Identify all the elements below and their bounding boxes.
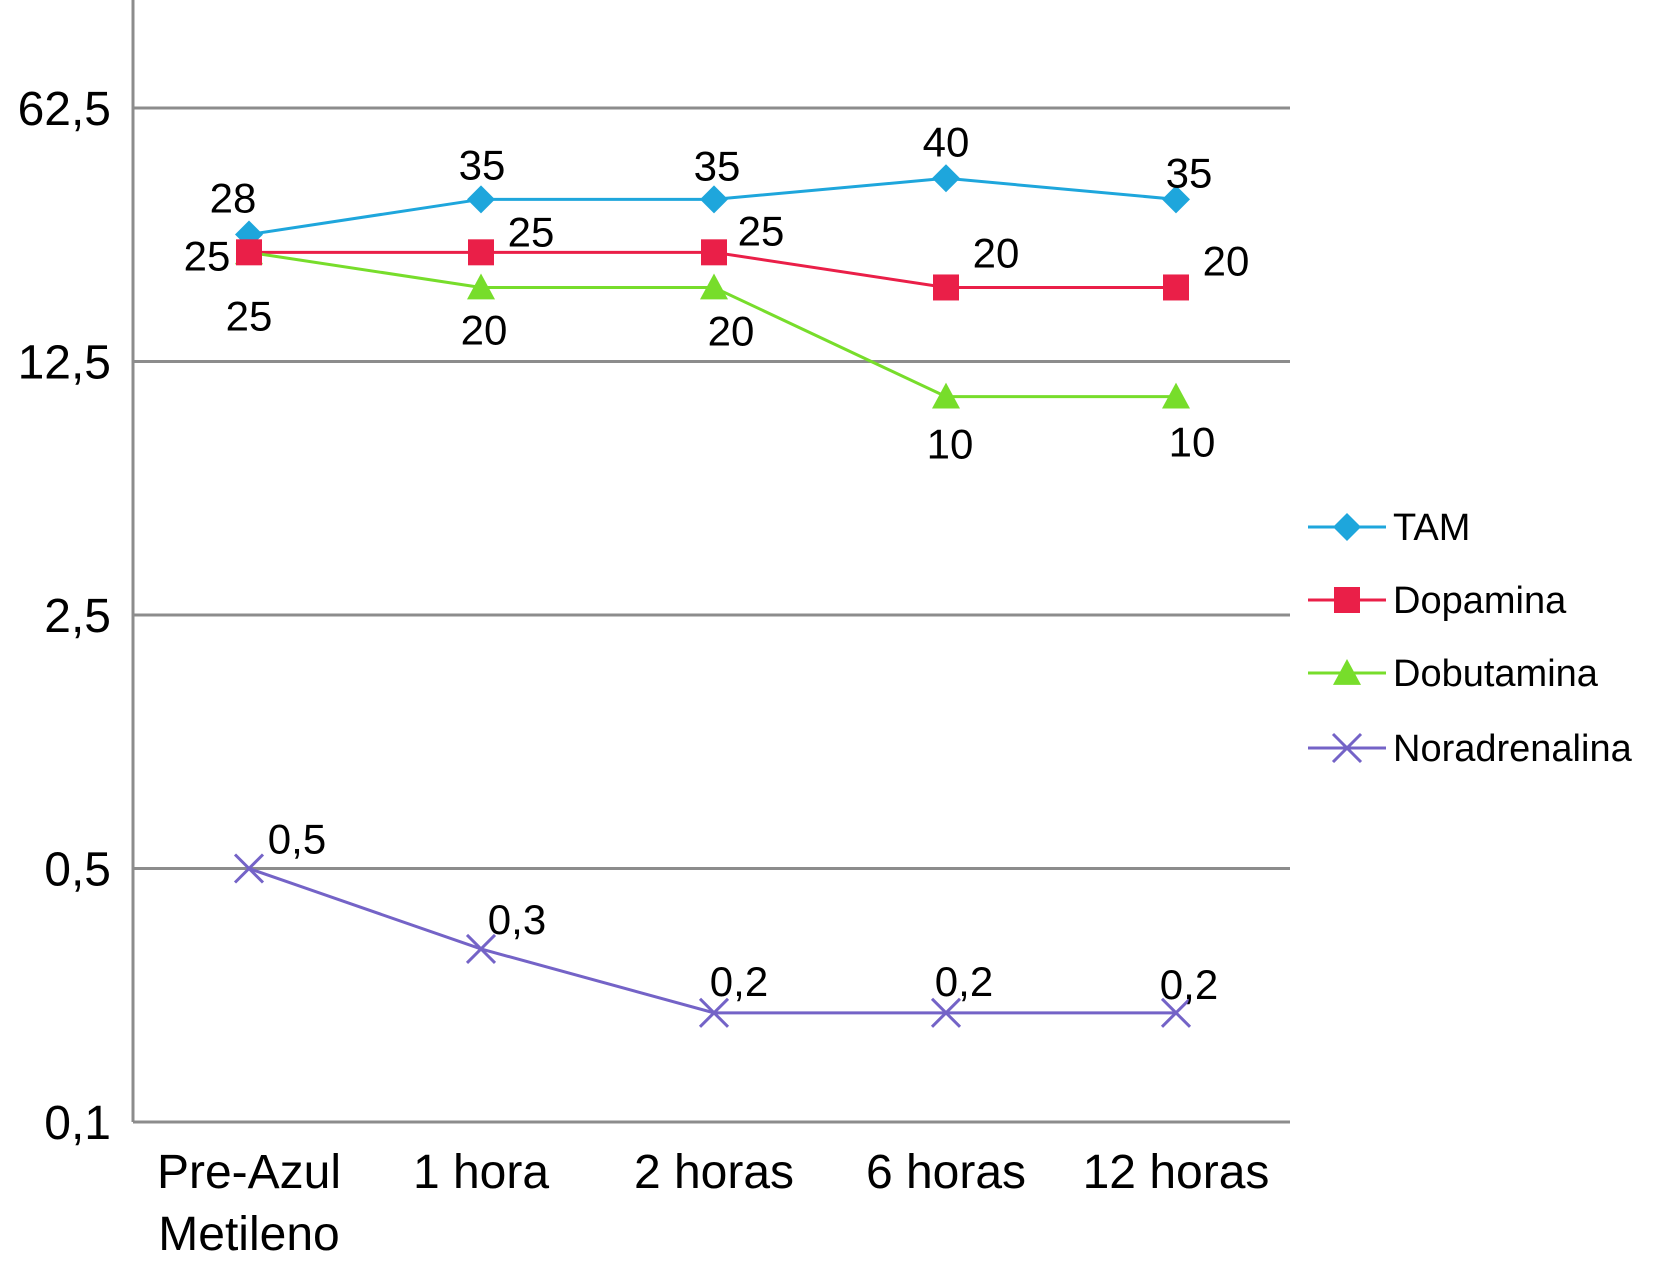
x-tick-labels: Pre-Azul Metileno 1 hora 2 horas 6 horas 12 h… [157,1146,1269,1261]
data-label-dopamina: 25 [508,208,555,255]
y-tick-label: 62,5 [18,83,111,136]
data-label-noradrenalina: 0,2 [1160,961,1218,1008]
x-tick-label: Metileno [158,1208,339,1261]
y-tick-label: 12,5 [18,337,111,390]
data-point-dopamina [701,239,727,266]
data-label-tam: 40 [923,118,970,165]
data-label-dobutamina: 25 [226,292,273,339]
data-label-noradrenalina: 0,5 [268,816,326,863]
axes [131,0,1290,1124]
data-point-dopamina [933,274,959,301]
x-tick-label: 6 horas [866,1146,1026,1199]
data-point-tam [932,164,960,193]
data-point-dopamina [236,239,262,266]
legend-marker-noradrenalina [1331,732,1363,764]
data-label-dobutamina: 10 [1169,419,1216,466]
data-label-noradrenalina: 0,2 [935,958,993,1005]
data-point-dopamina [468,239,494,266]
legend-marker-dobutamina [1333,659,1361,685]
data-label-dopamina: 25 [738,207,785,254]
data-label-dopamina: 20 [1203,237,1250,284]
y-tick-labels: 0,1 0,5 2,5 12,5 62,5 [18,83,111,1150]
legend-item-dopamina: Dopamina [1308,580,1567,622]
legend-label: TAM [1393,507,1470,549]
legend-marker-tam [1333,513,1361,541]
data-point-noradrenalina [1160,997,1192,1028]
legend-label: Dobutamina [1393,653,1599,695]
legend-item-noradrenalina: Noradrenalina [1308,728,1633,770]
data-label-dobutamina: 20 [708,307,755,354]
x-tick-label: 2 horas [634,1146,794,1199]
legend-item-dobutamina: Dobutamina [1308,653,1599,695]
x-tick-label: Pre-Azul [157,1146,341,1199]
data-point-noradrenalina [465,933,497,965]
data-label-noradrenalina: 0,2 [710,958,768,1005]
data-point-noradrenalina [233,853,265,884]
gridlines [133,106,1290,870]
data-point-noradrenalina [698,997,730,1028]
data-label-dobutamina: 20 [461,306,508,353]
x-tick-label: 12 horas [1083,1146,1270,1199]
y-tick-label: 0,1 [44,1097,111,1150]
y-tick-label: 2,5 [44,590,111,643]
data-point-dobutamina [1162,382,1190,409]
x-tick-label: 1 hora [413,1146,549,1199]
data-point-dobutamina [932,382,960,409]
data-label-dopamina: 20 [973,229,1020,276]
legend-label: Noradrenalina [1393,728,1633,770]
y-tick-label: 0,5 [44,844,111,897]
data-label-dobutamina: 10 [927,421,974,468]
data-point-dobutamina [467,273,495,300]
data-point-tam [1162,185,1190,214]
data-label-tam: 35 [694,142,741,189]
legend: TAM Dopamina Dobutamina Noradrenalina [1308,507,1633,770]
data-label-tam: 28 [210,174,257,221]
data-point-dobutamina [700,273,728,300]
data-point-noradrenalina [930,997,962,1028]
data-label-tam: 35 [459,141,506,188]
data-label-dopamina: 25 [184,232,231,279]
data-point-tam [700,185,728,214]
legend-item-tam: TAM [1308,507,1470,549]
data-point-tam [467,185,495,214]
legend-label: Dopamina [1393,580,1567,622]
series [233,164,1192,1028]
data-label-tam: 35 [1166,149,1213,196]
data-point-dopamina [1163,274,1189,301]
legend-marker-dopamina [1334,587,1360,613]
data-label-noradrenalina: 0,3 [488,896,546,943]
